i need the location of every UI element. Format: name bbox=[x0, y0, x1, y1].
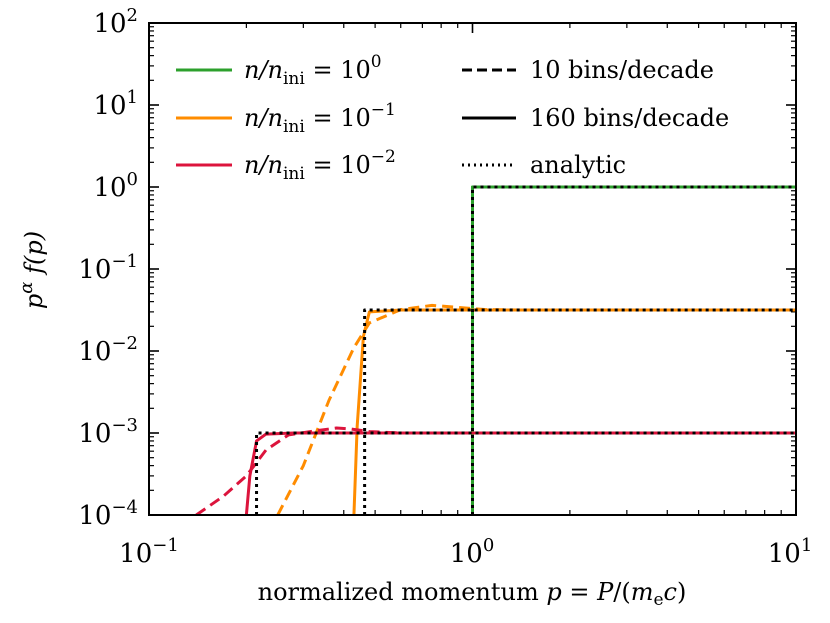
x-tick-labels: 10−1 100 101 bbox=[119, 535, 812, 569]
y-tick-label: 10−1 bbox=[78, 251, 138, 285]
series-line-0 bbox=[471, 185, 796, 515]
series-line-3 bbox=[276, 303, 796, 515]
series-line-8 bbox=[255, 431, 796, 515]
x-tick-label: 10−1 bbox=[119, 535, 179, 569]
y-tick-label: 10−3 bbox=[78, 415, 138, 449]
series-line-7 bbox=[363, 308, 796, 515]
series-line-5 bbox=[195, 426, 796, 515]
legend-label: n/nini = 10−2 bbox=[244, 147, 396, 184]
x-tick-label: 100 bbox=[450, 535, 495, 569]
y-tick-label: 100 bbox=[93, 169, 138, 203]
legend-label: n/nini = 10−1 bbox=[244, 100, 396, 137]
x-tick-label: 101 bbox=[768, 535, 813, 569]
series-line-4 bbox=[244, 431, 796, 515]
plot-frame bbox=[148, 22, 797, 516]
y-tick-label: 101 bbox=[93, 87, 138, 121]
series-line-2 bbox=[352, 308, 796, 515]
y-tick-labels: 10−4 10−3 10−2 10−1 100 101 102 bbox=[78, 5, 138, 531]
series-group bbox=[195, 185, 796, 515]
y-tick-label: 10−4 bbox=[78, 497, 138, 531]
y-axis-title: pα f(p) bbox=[16, 231, 48, 309]
x-axis-title: normalized momentum p = P/(mec) bbox=[258, 578, 687, 610]
y-tick-label: 102 bbox=[93, 5, 138, 39]
legend-label: 160 bins/decade bbox=[530, 104, 729, 132]
series-line-6 bbox=[471, 185, 796, 515]
legend-color: n/nini = 100 n/nini = 10−1 n/nini = 10−2 bbox=[176, 52, 396, 184]
y-tick-label: 10−2 bbox=[78, 333, 138, 367]
legend-label: analytic bbox=[530, 151, 626, 179]
series-line-1 bbox=[471, 185, 796, 515]
legend-label: 10 bins/decade bbox=[530, 56, 714, 84]
legend-style: 10 bins/decade 160 bins/decade analytic bbox=[462, 56, 729, 179]
legend-label: n/nini = 100 bbox=[244, 52, 382, 89]
